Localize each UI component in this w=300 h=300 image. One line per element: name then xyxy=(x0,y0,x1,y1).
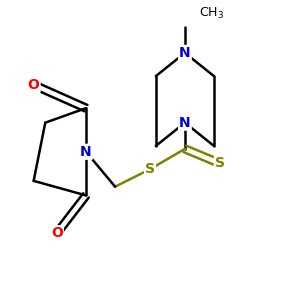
Text: S: S xyxy=(145,162,155,176)
Text: O: O xyxy=(51,226,63,240)
Text: N: N xyxy=(80,145,92,159)
Text: N: N xyxy=(179,116,191,130)
Text: CH$_3$: CH$_3$ xyxy=(200,6,225,21)
Text: N: N xyxy=(179,46,191,60)
Text: S: S xyxy=(215,156,225,170)
Text: O: O xyxy=(28,78,40,92)
